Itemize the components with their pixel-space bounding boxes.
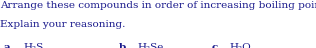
Text: H₂Se: H₂Se	[137, 43, 164, 48]
Text: c.: c.	[212, 43, 222, 48]
Text: Explain your reasoning.: Explain your reasoning.	[0, 20, 125, 29]
Text: a.: a.	[3, 43, 14, 48]
Text: Arrange these compounds in order of increasing boiling point.: Arrange these compounds in order of incr…	[0, 1, 316, 10]
Text: H₂O: H₂O	[229, 43, 251, 48]
Text: b.: b.	[118, 43, 130, 48]
Text: H₂S: H₂S	[24, 43, 44, 48]
